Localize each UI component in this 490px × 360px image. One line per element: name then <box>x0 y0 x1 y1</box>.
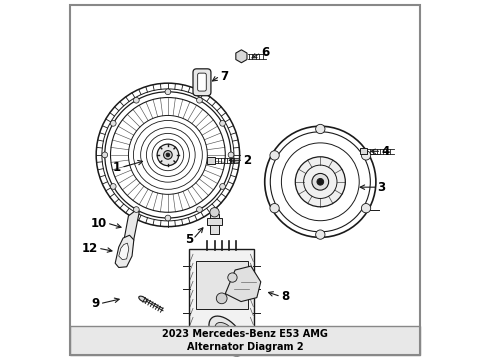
Circle shape <box>164 150 172 159</box>
Circle shape <box>165 215 171 221</box>
Polygon shape <box>236 50 247 63</box>
Circle shape <box>166 153 170 157</box>
Circle shape <box>210 208 219 217</box>
Circle shape <box>362 151 371 160</box>
Circle shape <box>228 273 237 282</box>
Circle shape <box>316 230 325 239</box>
Circle shape <box>102 152 108 158</box>
Bar <box>210 214 219 234</box>
Circle shape <box>220 121 225 126</box>
Circle shape <box>317 179 323 185</box>
Bar <box>360 148 367 154</box>
Circle shape <box>295 157 345 207</box>
Text: 5: 5 <box>185 233 193 246</box>
Polygon shape <box>225 266 261 302</box>
Text: 8: 8 <box>281 290 289 303</box>
Circle shape <box>220 184 225 189</box>
Polygon shape <box>115 235 134 267</box>
Circle shape <box>316 124 325 134</box>
Circle shape <box>270 151 279 160</box>
Text: 3: 3 <box>378 181 386 194</box>
Ellipse shape <box>139 296 147 302</box>
Text: 9: 9 <box>92 297 100 310</box>
Circle shape <box>312 174 329 190</box>
Bar <box>207 218 222 225</box>
Bar <box>196 261 248 309</box>
Polygon shape <box>209 316 245 356</box>
Text: 1: 1 <box>113 161 122 174</box>
Circle shape <box>196 97 202 103</box>
FancyBboxPatch shape <box>197 73 206 91</box>
Text: 2: 2 <box>243 154 251 167</box>
Circle shape <box>110 121 116 126</box>
Circle shape <box>196 207 202 212</box>
Text: 12: 12 <box>82 242 98 255</box>
Text: 7: 7 <box>220 69 228 82</box>
Bar <box>207 157 215 163</box>
Circle shape <box>270 203 279 213</box>
Circle shape <box>133 207 139 212</box>
Circle shape <box>216 293 227 304</box>
Text: 6: 6 <box>261 46 270 59</box>
Bar <box>70 326 420 355</box>
FancyBboxPatch shape <box>193 69 211 96</box>
FancyBboxPatch shape <box>189 249 254 330</box>
Circle shape <box>110 184 116 189</box>
Circle shape <box>157 144 179 166</box>
Text: 4: 4 <box>381 145 390 158</box>
Text: 11: 11 <box>265 333 281 346</box>
Circle shape <box>362 203 371 213</box>
Circle shape <box>228 152 234 158</box>
Polygon shape <box>122 211 139 253</box>
Ellipse shape <box>215 323 239 350</box>
Circle shape <box>133 97 139 103</box>
Polygon shape <box>119 243 129 260</box>
Text: 2023 Mercedes-Benz E53 AMG
Alternator Diagram 2: 2023 Mercedes-Benz E53 AMG Alternator Di… <box>162 329 328 352</box>
Text: 10: 10 <box>91 216 107 230</box>
Circle shape <box>165 89 171 95</box>
